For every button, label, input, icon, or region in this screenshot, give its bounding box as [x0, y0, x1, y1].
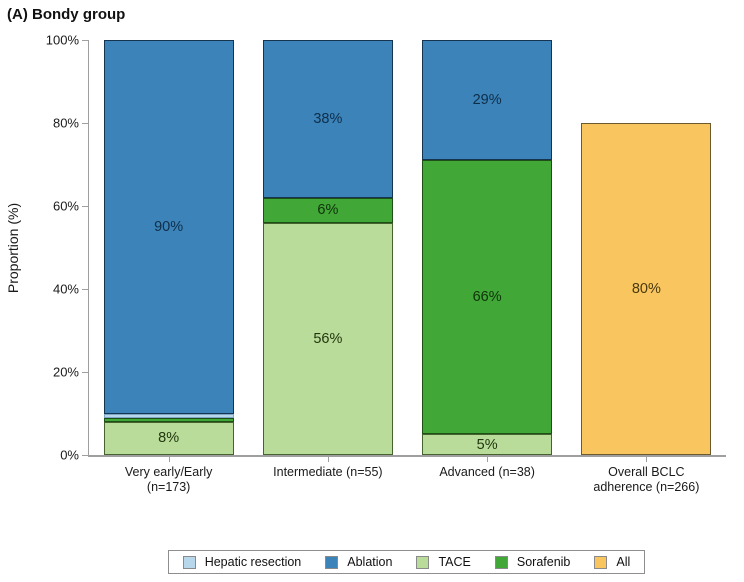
- legend-label-hepatic-resection: Hepatic resection: [204, 555, 302, 569]
- bars-row: 8% 90% Very early/Early (n=173) 56% 6% 38% Inte…: [89, 40, 726, 494]
- bar-stack: 8% 90%: [103, 40, 234, 455]
- bar-segment-tace: 56%: [262, 222, 393, 455]
- y-tick-label-60: 60%: [52, 198, 79, 214]
- bar-segment-all: 80%: [581, 123, 712, 455]
- legend-box: Hepatic resection Ablation TACE Sorafenib Al…: [167, 550, 646, 574]
- y-tick-label-80: 80%: [52, 115, 79, 131]
- bar-segment-tace: 8%: [103, 421, 234, 455]
- x-axis-label-advanced-n-38-: Advanced (n=38): [408, 465, 567, 480]
- legend-swatch-sorafenib: [494, 555, 508, 569]
- y-axis-title-text: Proportion (%): [5, 202, 21, 293]
- bar-column-very-early-early-n-173-: 8% 90% Very early/Early (n=173): [89, 40, 248, 494]
- legend-label-all: All: [616, 555, 631, 569]
- bar-stack: 56% 6% 38%: [262, 40, 393, 455]
- x-axis-label-line: adherence (n=266): [593, 480, 700, 494]
- bar-segment-sorafenib: [103, 417, 234, 422]
- x-axis-label-line: Very early/Early: [124, 465, 213, 479]
- x-axis-label-line: Intermediate (n=55): [273, 465, 383, 479]
- y-tick-mark-80: [82, 122, 88, 124]
- x-axis-label-overall-bclc-adherence-n-266-: Overall BCLC adherence (n=266): [567, 465, 726, 495]
- x-axis-label-line: Advanced (n=38): [439, 465, 535, 479]
- y-tick-mark-0: [82, 454, 88, 456]
- legend-label-tace: TACE: [438, 555, 471, 569]
- y-axis-title: Proportion (%): [2, 40, 24, 455]
- legend-item-tace: TACE: [416, 555, 471, 569]
- bar-segment-ablation: 90%: [103, 40, 234, 414]
- x-axis-label-line: (n=173): [146, 480, 191, 494]
- legend-label-sorafenib: Sorafenib: [516, 555, 571, 569]
- legend-item-all: All: [594, 555, 630, 569]
- legend: Hepatic resection Ablation TACE Sorafenib Al…: [88, 550, 725, 574]
- legend-swatch-ablation: [325, 555, 339, 569]
- x-tick-mark: [168, 455, 170, 462]
- legend-label-ablation: Ablation: [347, 555, 393, 569]
- plot-area: 0% 20% 40% 60% 80% 100% 8% 90% Very early/Early…: [46, 33, 726, 494]
- bar-segment-tace: 5%: [422, 434, 553, 455]
- bar-segment-hepatic-resection: [103, 413, 234, 418]
- bar-column-intermediate-n-55-: 56% 6% 38% Intermediate (n=55): [248, 40, 407, 479]
- bar-column-advanced-n-38-: 5% 66% 29% Advanced (n=38): [408, 40, 567, 479]
- legend-item-hepatic-resection: Hepatic resection: [182, 555, 302, 569]
- legend-swatch-tace: [416, 555, 430, 569]
- x-tick-mark: [646, 455, 648, 462]
- bar-stack: 5% 66% 29%: [422, 40, 553, 455]
- legend-item-ablation: Ablation: [325, 555, 392, 569]
- legend-swatch-all: [594, 555, 608, 569]
- y-tick-mark-20: [82, 371, 88, 373]
- y-tick-label-100: 100%: [45, 32, 79, 48]
- x-axis-label-line: Overall BCLC: [608, 465, 685, 479]
- y-tick-mark-100: [82, 39, 88, 41]
- bar-segment-sorafenib: 66%: [422, 160, 553, 435]
- x-axis-label-intermediate-n-55-: Intermediate (n=55): [248, 465, 407, 480]
- bar-segment-sorafenib: 6%: [262, 197, 393, 223]
- bar-segment-ablation: 38%: [262, 40, 393, 198]
- bar-column-overall-bclc-adherence-n-266-: 80% Overall BCLC adherence (n=266): [567, 40, 726, 494]
- x-axis-label-very-early-early-n-173-: Very early/Early (n=173): [89, 465, 248, 495]
- y-tick-label-40: 40%: [52, 281, 79, 297]
- y-tick-label-20: 20%: [52, 364, 79, 380]
- x-tick-mark: [487, 455, 489, 462]
- chart-title: (A) Bondy group: [7, 6, 126, 23]
- y-tick-mark-60: [82, 205, 88, 207]
- legend-item-sorafenib: Sorafenib: [494, 555, 571, 569]
- x-tick-mark: [327, 455, 329, 462]
- bar-stack: 80%: [581, 40, 712, 455]
- legend-swatch-hepatic-resection: [182, 555, 196, 569]
- y-tick-mark-40: [82, 288, 88, 290]
- bar-segment-ablation: 29%: [422, 40, 553, 161]
- y-tick-label-0: 0%: [60, 447, 79, 463]
